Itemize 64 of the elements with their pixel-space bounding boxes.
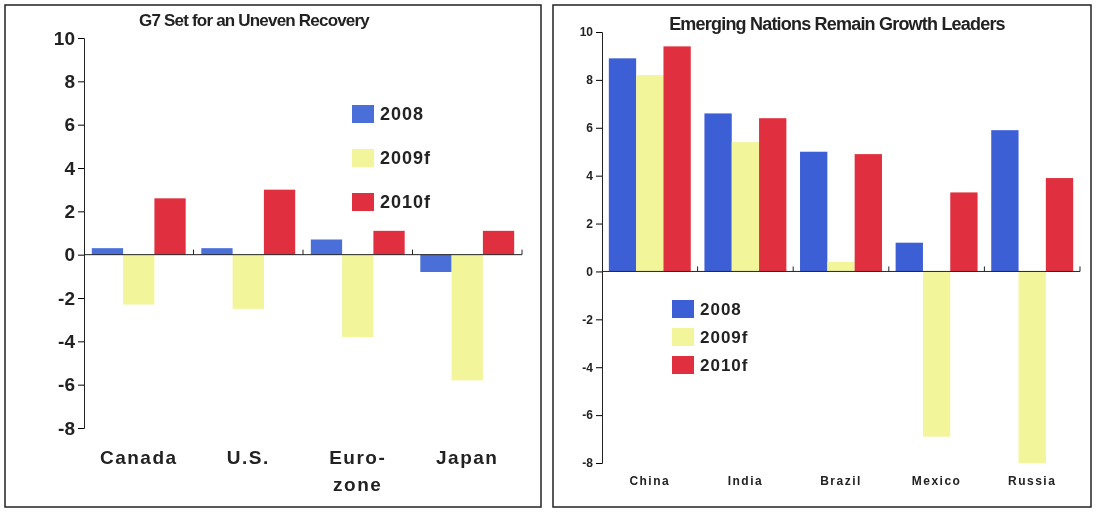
y-tick-label: 2 <box>64 200 75 222</box>
chart-title: G7 Set for an Uneven Recovery <box>138 11 371 30</box>
y-tick-label: -2 <box>582 312 594 327</box>
x-tick-label: Russia <box>1008 474 1057 488</box>
y-tick-label: 4 <box>64 157 76 179</box>
y-tick-label: -8 <box>58 417 75 439</box>
bar <box>854 154 882 272</box>
bar <box>201 248 233 255</box>
y-tick-label: -4 <box>582 360 594 375</box>
bar <box>373 230 405 255</box>
y-tick-label: 6 <box>64 114 75 136</box>
bar <box>482 230 515 255</box>
y-tick-label: 2 <box>586 216 594 231</box>
bar <box>663 46 691 272</box>
bar <box>731 142 760 272</box>
chart-title: Emerging Nations Remain Growth Leaders <box>669 14 1006 34</box>
y-tick-label: 10 <box>53 27 75 49</box>
x-tick-label: Euro- zone <box>329 447 387 495</box>
bar <box>420 254 452 272</box>
x-tick-label: U.S. <box>226 447 270 468</box>
bar <box>451 254 483 381</box>
bar <box>991 130 1019 272</box>
y-tick-label: -8 <box>582 456 594 471</box>
x-tick-label: China <box>629 474 671 488</box>
bar <box>263 189 296 255</box>
bar <box>1018 271 1046 463</box>
bar <box>232 254 264 309</box>
legend-label: 2008 <box>380 104 425 124</box>
y-tick-label: -6 <box>58 374 75 396</box>
bar <box>154 198 186 255</box>
bar <box>800 151 828 272</box>
bar <box>1045 178 1074 272</box>
legend-label: 2009f <box>380 148 432 168</box>
bar <box>950 192 978 272</box>
x-tick-label: Japan <box>436 447 499 468</box>
bar <box>342 254 374 337</box>
bar <box>922 271 951 437</box>
legend-label: 2008 <box>700 300 742 319</box>
y-tick-label: 8 <box>586 73 594 88</box>
y-tick-label: 6 <box>586 121 594 136</box>
y-tick-label: -2 <box>58 287 75 309</box>
bar <box>895 242 923 272</box>
bar <box>759 118 787 272</box>
bar <box>310 239 343 255</box>
y-tick-label: 8 <box>64 70 75 92</box>
bar <box>608 58 637 272</box>
x-tick-label: Brazil <box>820 474 862 488</box>
y-tick-label: 4 <box>586 169 594 184</box>
y-tick-label: 10 <box>579 25 594 40</box>
x-tick-label: Canada <box>99 447 178 468</box>
y-tick-label: -4 <box>58 330 76 352</box>
legend-label: 2010f <box>700 356 749 375</box>
bar <box>704 113 732 272</box>
y-tick-label: 0 <box>64 244 75 266</box>
legend-label: 2010f <box>380 192 432 212</box>
bar <box>636 75 664 272</box>
bar <box>827 261 855 272</box>
x-tick-label: Mexico <box>911 474 962 488</box>
legend-label: 2009f <box>700 328 749 347</box>
x-tick-label: India <box>727 474 764 488</box>
y-tick-label: 0 <box>586 264 594 279</box>
bar <box>91 248 124 255</box>
bar <box>123 254 155 305</box>
y-tick-label: -6 <box>582 408 594 423</box>
